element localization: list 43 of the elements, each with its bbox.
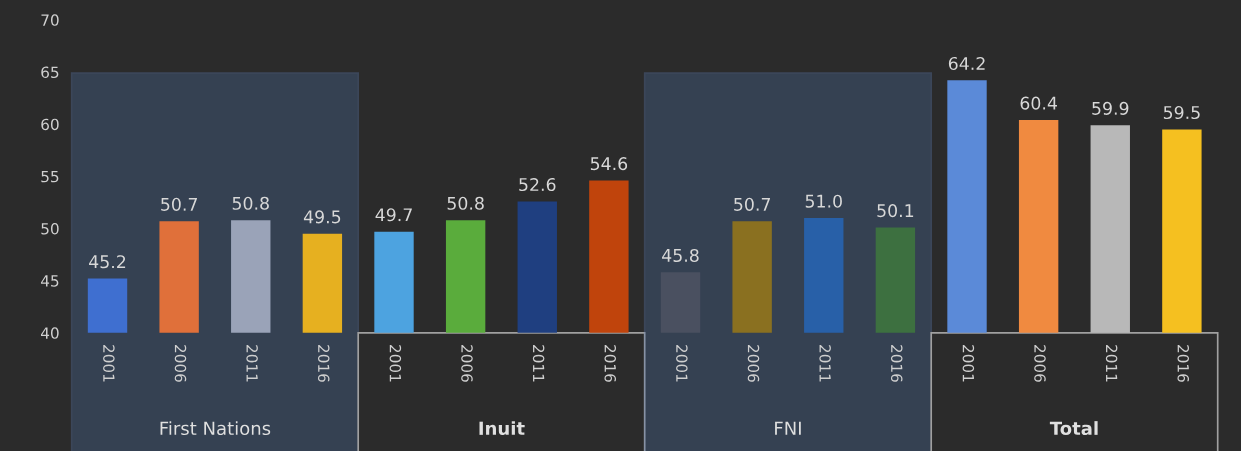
x-tick-label: 2011 (532, 345, 545, 382)
data-label: 50.8 (232, 196, 269, 210)
y-tick-label: 50 (41, 222, 59, 235)
data-label: 59.9 (1092, 101, 1129, 115)
data-label: 49.7 (375, 208, 412, 222)
data-label: 54.6 (590, 157, 628, 171)
data-label: 60.4 (1020, 96, 1057, 110)
x-tick-label: 2016 (890, 345, 903, 382)
x-tick-label: 2001 (676, 345, 688, 382)
data-label: 45.8 (662, 248, 699, 263)
text: Inuit (479, 421, 525, 436)
data-label: 64.2 (948, 56, 985, 71)
y-tick-label: 40 (40, 327, 59, 339)
x-tick-label: 2006 (174, 345, 187, 382)
data-label: 52.6 (519, 177, 556, 192)
data-label: 50.7 (734, 197, 770, 211)
data-label: 59.5 (1163, 105, 1200, 120)
x-tick-label: 2016 (317, 345, 330, 382)
y-tick-label: 45 (40, 275, 59, 287)
x-tick-label: 2001 (389, 345, 402, 382)
x-tick-label: 2011 (819, 345, 831, 382)
y-tick-label: 60 (41, 118, 59, 131)
data-label: 50.1 (877, 204, 914, 218)
x-tick-label: 2016 (604, 345, 617, 382)
text: Total (1049, 421, 1098, 436)
data-label: 51.0 (805, 194, 842, 208)
x-tick-label: 2006 (747, 345, 760, 382)
x-tick-label: 2006 (1034, 345, 1046, 382)
data-label: 50.8 (447, 196, 484, 210)
y-tick-label: 55 (41, 171, 59, 183)
text: FNI (775, 421, 801, 435)
data-label: 50.7 (161, 197, 197, 211)
data-label: 45.2 (89, 255, 126, 269)
x-tick-label: 2011 (246, 345, 258, 382)
x-tick-label: 2001 (103, 345, 115, 382)
y-tick-label: 65 (41, 66, 59, 79)
x-tick-label: 2001 (962, 345, 975, 382)
y-tick-label: 70 (41, 14, 59, 26)
x-tick-label: 2006 (461, 345, 473, 382)
x-tick-label: 2016 (1177, 345, 1190, 382)
text: First Nations (160, 421, 271, 436)
data-label: 49.5 (303, 210, 341, 224)
x-tick-label: 2011 (1105, 345, 1118, 382)
